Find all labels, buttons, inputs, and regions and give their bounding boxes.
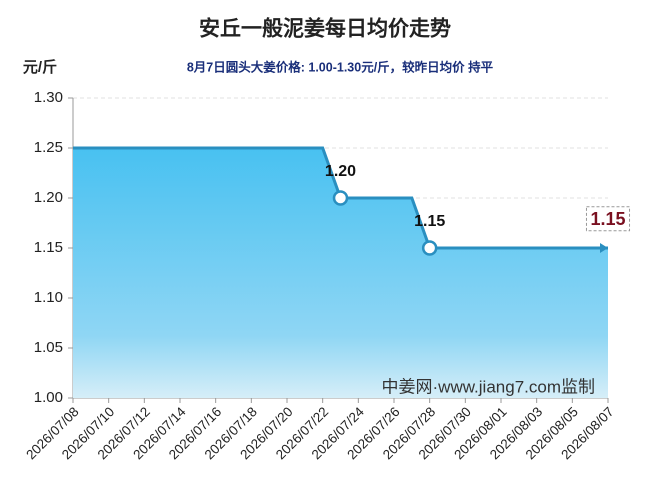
end-label-box (585, 206, 631, 232)
y-tick-label: 1.10 (34, 289, 63, 306)
line-arrow (600, 243, 608, 253)
y-tick-label: 1.15 (34, 239, 63, 256)
watermark: 中姜网·www.jiang7.com监制 (382, 377, 596, 396)
y-tick-label: 1.05 (34, 339, 63, 356)
area-fill (73, 148, 608, 398)
y-tick-label: 1.20 (34, 189, 63, 206)
point-marker (421, 240, 438, 256)
y-axis-label: 元/斤 (23, 59, 57, 76)
chart-title: 安丘一般泥姜每日均价走势 (199, 17, 451, 41)
point-marker (332, 190, 349, 206)
end-value-label: 1.15 (590, 209, 625, 229)
y-tick-label: 1.00 (34, 389, 63, 406)
data-label: 1.15 (414, 213, 445, 230)
y-tick-label: 1.30 (34, 89, 63, 106)
data-label: 1.20 (325, 163, 356, 180)
y-tick-label: 1.25 (34, 139, 63, 156)
chart-subtitle: 8月7日圆头大姜价格: 1.00-1.30元/斤，较昨日均价 持平 (187, 59, 494, 74)
